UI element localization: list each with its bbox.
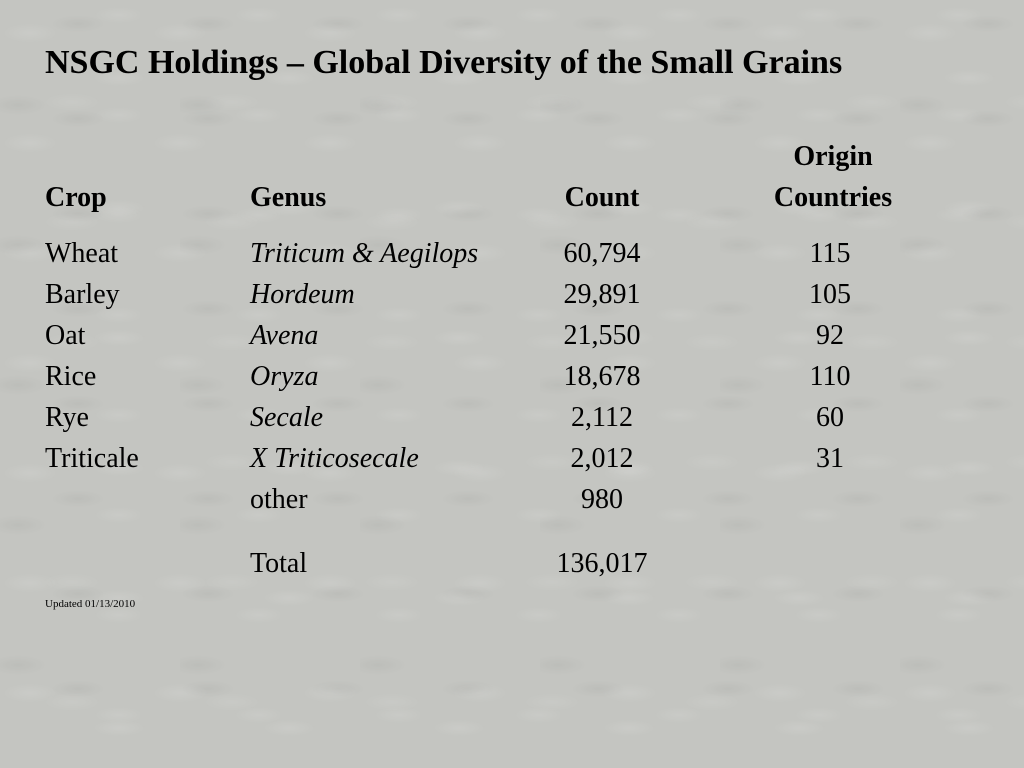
row-genus: other — [250, 484, 308, 515]
row-genus: Hordeum — [250, 279, 355, 310]
row-crop: Barley — [45, 279, 120, 310]
row-count: 21,550 — [563, 320, 641, 351]
row-count: 980 — [581, 484, 623, 515]
header-crop: Crop — [45, 182, 107, 213]
row-genus: Triticum & Aegilops — [250, 238, 479, 269]
row-count: 29,891 — [563, 279, 641, 310]
row-count: 60,794 — [563, 238, 641, 269]
row-genus: X Triticosecale — [250, 443, 419, 474]
updated-note: Updated 01/13/2010 — [45, 598, 136, 610]
row-count: 2,012 — [570, 443, 634, 474]
row-genus: Avena — [250, 320, 319, 351]
header-countries: Countries — [773, 182, 893, 213]
header-origin: Origin — [793, 141, 873, 172]
row-genus: Oryza — [250, 361, 319, 392]
row-countries: 60 — [816, 402, 844, 433]
row-crop: Wheat — [45, 238, 119, 269]
row-countries: 110 — [809, 361, 851, 392]
row-crop: Rice — [45, 361, 97, 392]
row-count: 2,112 — [571, 402, 633, 433]
row-genus: Secale — [250, 402, 324, 433]
header-genus: Genus — [250, 182, 327, 213]
row-countries: 31 — [816, 443, 844, 474]
total-label: Total — [250, 548, 308, 579]
row-countries: 92 — [816, 320, 844, 351]
row-countries: 115 — [809, 238, 851, 269]
row-crop: Rye — [45, 402, 89, 433]
header-count: Count — [564, 182, 640, 213]
slide-title: NSGC Holdings – Global Diversity of the … — [45, 44, 843, 81]
total-count: 136,017 — [556, 548, 648, 579]
row-crop: Oat — [45, 320, 86, 351]
row-count: 18,678 — [563, 361, 641, 392]
row-crop: Triticale — [45, 443, 139, 474]
row-countries: 105 — [809, 279, 851, 310]
